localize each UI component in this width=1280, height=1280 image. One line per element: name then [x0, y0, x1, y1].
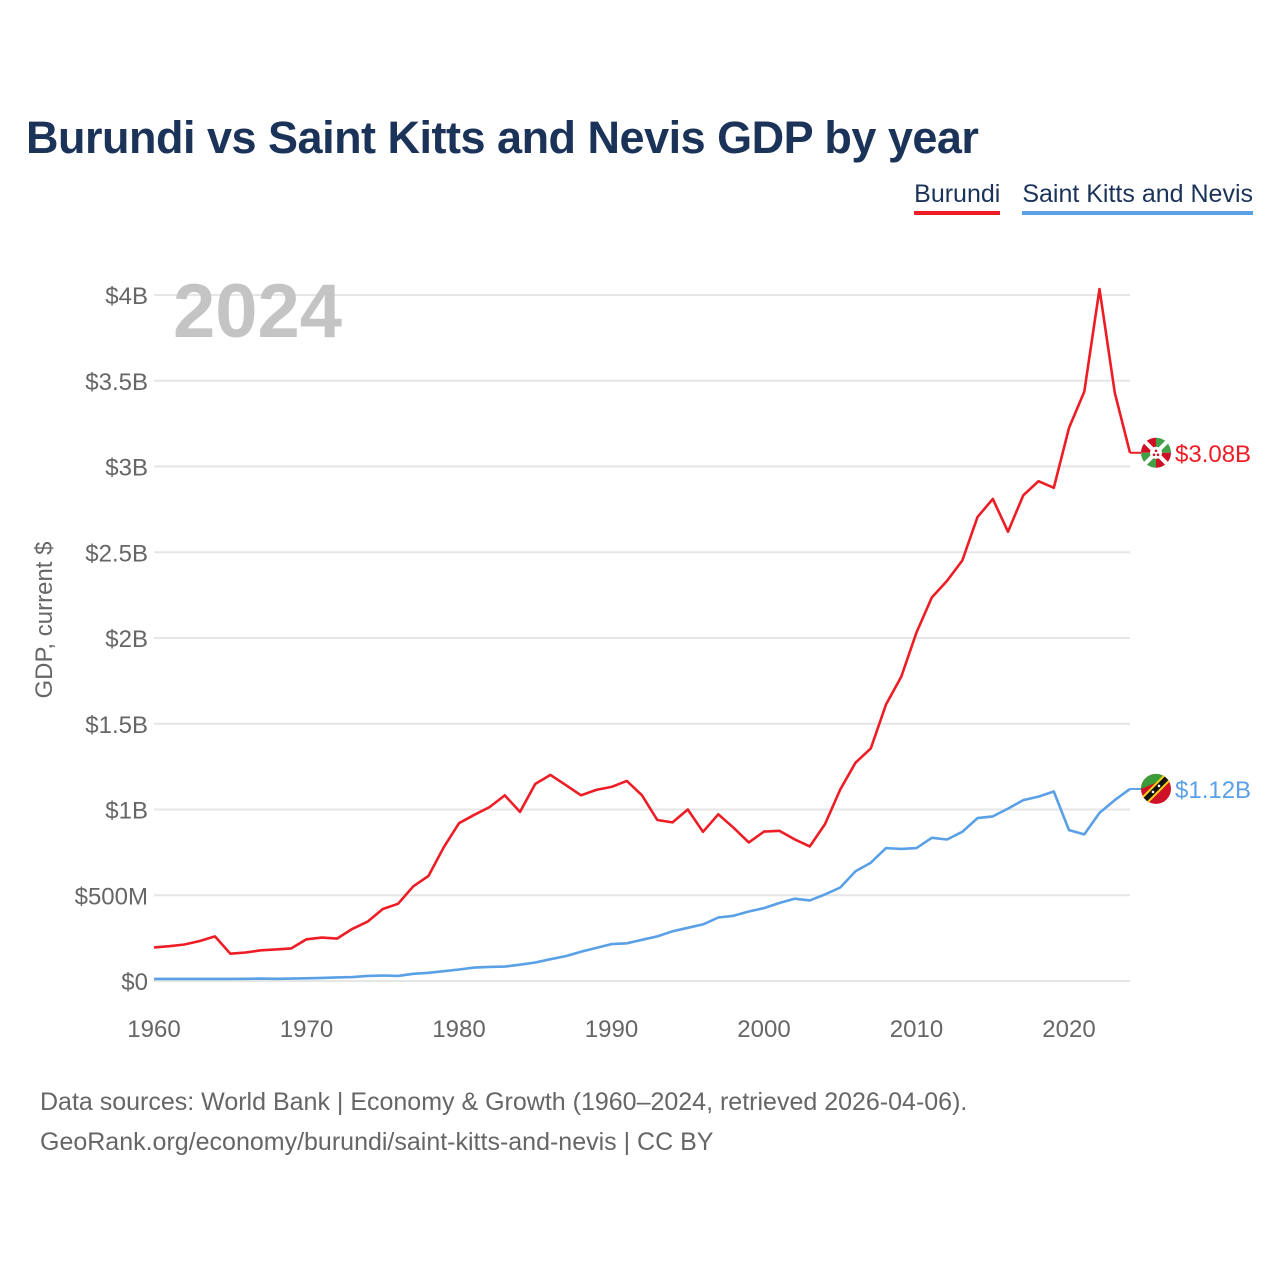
end-value-label-skn: $1.12B — [1175, 777, 1251, 804]
year-label: 2024 — [173, 269, 342, 354]
x-tick-label: 1990 — [585, 1016, 638, 1043]
chart-title: Burundi vs Saint Kitts and Nevis GDP by … — [26, 112, 979, 163]
x-tick-label: 1970 — [280, 1016, 333, 1043]
x-tick-label: 1980 — [432, 1016, 485, 1043]
legend-item-burundi[interactable]: Burundi — [914, 180, 1001, 215]
source-note: Data sources: World Bank | Economy & Gro… — [40, 1082, 967, 1162]
y-tick-label: $2.5B — [85, 540, 148, 567]
y-axis-ticks: $0 $500M $1B $1.5B $2B $2.5B $3B $3.5B $4B — [75, 283, 148, 996]
source-line-2[interactable]: GeoRank.org/economy/burundi/saint-kitts-… — [40, 1128, 714, 1156]
flag-icon-skn — [1141, 773, 1171, 804]
y-tick-label: $500M — [75, 883, 148, 910]
y-tick-label: $2B — [105, 626, 148, 653]
y-tick-label: $4B — [105, 283, 148, 310]
x-tick-label: 2010 — [890, 1016, 943, 1043]
y-tick-label: $1.5B — [85, 712, 148, 739]
grid-lines — [154, 294, 1130, 982]
series-line-skn[interactable] — [154, 787, 1131, 981]
x-tick-label: 1960 — [127, 1016, 180, 1043]
legend: Burundi Saint Kitts and Nevis — [914, 180, 1253, 215]
source-line-1: Data sources: World Bank | Economy & Gro… — [40, 1088, 968, 1116]
end-value-label-burundi: $3.08B — [1175, 441, 1251, 468]
series-end-labels: $3.08B $1.12B — [1130, 437, 1251, 804]
y-axis-label: GDP, current $ — [31, 542, 58, 699]
x-tick-label: 2000 — [737, 1016, 790, 1043]
legend-item-saint-kitts-and-nevis[interactable]: Saint Kitts and Nevis — [1022, 180, 1253, 215]
x-axis-ticks: 1960 1970 1980 1990 2000 2010 2020 — [127, 1016, 1095, 1043]
y-tick-label: $1B — [105, 798, 148, 825]
y-tick-label: $3.5B — [85, 369, 148, 396]
y-tick-label: $3B — [105, 455, 148, 482]
series-lines — [153, 287, 1132, 981]
series-line-burundi[interactable] — [153, 287, 1132, 956]
y-tick-label: $0 — [121, 969, 148, 996]
flag-icon-burundi — [1141, 437, 1172, 468]
x-tick-label: 2020 — [1042, 1016, 1095, 1043]
